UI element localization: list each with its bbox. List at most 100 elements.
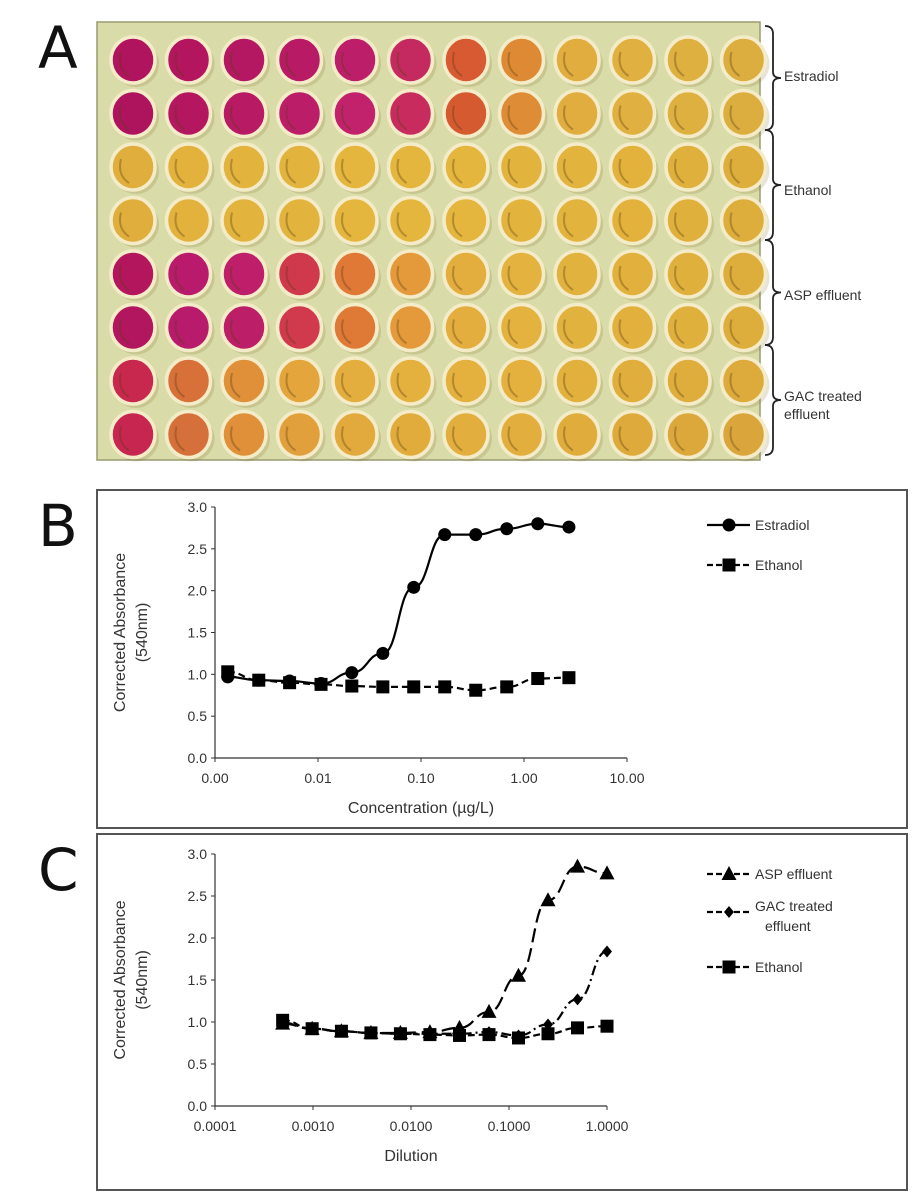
data-point-estradiol xyxy=(252,673,266,687)
well xyxy=(497,302,546,353)
well xyxy=(109,249,157,299)
well xyxy=(553,249,601,299)
data-point-ethanol xyxy=(562,671,576,685)
x-axis-label: Dilution xyxy=(384,1148,437,1165)
y-axis-label-line2: (540nm) xyxy=(134,603,151,663)
legend-marker xyxy=(721,866,737,880)
data-point-ethanol xyxy=(407,680,421,694)
well-meniscus xyxy=(507,319,519,345)
well-meniscus xyxy=(452,105,463,131)
well-meniscus xyxy=(285,265,297,291)
series-line-estradiol xyxy=(227,522,569,685)
well-meniscus xyxy=(507,51,519,77)
well-meniscus xyxy=(674,372,685,398)
well-meniscus xyxy=(563,265,574,291)
well xyxy=(442,88,490,139)
data-point-ethanol xyxy=(305,1022,319,1036)
well-meniscus xyxy=(174,105,186,131)
data-point-ethanol xyxy=(252,673,266,687)
well xyxy=(331,249,379,299)
panel-label-b: B xyxy=(38,492,78,560)
well-meniscus xyxy=(285,319,297,345)
well xyxy=(664,88,712,139)
well-meniscus xyxy=(285,212,297,238)
well-meniscus xyxy=(396,158,408,184)
legend-marker xyxy=(722,518,736,532)
x-tick-label: 1.00 xyxy=(510,770,537,786)
well-meniscus xyxy=(230,212,241,238)
well-meniscus xyxy=(452,372,463,398)
well-meniscus xyxy=(341,158,352,184)
data-point-estradiol xyxy=(376,646,390,660)
data-point-estradiol xyxy=(500,522,514,536)
well xyxy=(386,142,435,192)
well xyxy=(664,195,712,246)
well xyxy=(608,142,657,192)
well-meniscus xyxy=(174,319,186,345)
y-axis-label-line1: Corrected Absorbance xyxy=(112,553,129,712)
well-meniscus xyxy=(674,319,685,345)
data-point-ethanol xyxy=(600,1019,614,1033)
well xyxy=(497,249,546,299)
well xyxy=(719,35,768,85)
y-tick-label: 0.5 xyxy=(188,1056,208,1072)
group-label-gac-effluent: GAC treated effluent xyxy=(784,387,862,423)
legend-marker xyxy=(724,906,734,918)
data-point-estradiol xyxy=(438,528,452,542)
well xyxy=(608,302,657,353)
well xyxy=(331,88,379,139)
series-line-asp-effluent xyxy=(282,865,608,1035)
y-tick-label: 3.0 xyxy=(188,846,208,862)
well-meniscus xyxy=(230,372,241,398)
well-meniscus xyxy=(396,319,408,345)
data-point-asp-effluent xyxy=(510,967,526,982)
data-point-estradiol xyxy=(407,580,421,594)
well-meniscus xyxy=(174,265,186,291)
well xyxy=(275,142,324,192)
well xyxy=(220,88,268,139)
well xyxy=(164,35,213,85)
data-point-asp-effluent xyxy=(599,865,615,880)
data-point-asp-effluent xyxy=(333,1023,349,1038)
well-meniscus xyxy=(729,105,741,131)
well xyxy=(331,409,379,460)
data-point-estradiol xyxy=(314,677,328,691)
panel-label-c: C xyxy=(38,836,79,904)
legend-label: GAC treated xyxy=(755,898,833,914)
well-meniscus xyxy=(618,319,630,345)
legend-label: Ethanol xyxy=(755,557,802,573)
well xyxy=(275,356,324,406)
y-tick-label: 1.0 xyxy=(188,666,208,682)
well xyxy=(442,195,490,246)
well-meniscus xyxy=(341,212,352,238)
data-point-ethanol xyxy=(393,1027,407,1041)
well xyxy=(386,88,435,139)
well xyxy=(719,249,768,299)
well-meniscus xyxy=(341,105,352,131)
y-tick-label: 2.0 xyxy=(188,930,208,946)
well xyxy=(386,302,435,353)
well-meniscus xyxy=(729,265,741,291)
well xyxy=(275,195,324,246)
well xyxy=(275,409,324,460)
data-point-estradiol xyxy=(562,520,576,534)
well-meniscus xyxy=(452,158,463,184)
data-point-ethanol xyxy=(511,1031,525,1045)
well xyxy=(220,249,268,299)
well-meniscus xyxy=(230,51,241,77)
data-point-ethanol xyxy=(283,676,297,690)
y-tick-label: 0.0 xyxy=(188,750,208,766)
data-point-gac-treated-effluent xyxy=(365,1026,376,1039)
well xyxy=(497,195,546,246)
data-point-asp-effluent xyxy=(540,892,556,907)
well xyxy=(719,356,768,406)
y-tick-label: 2.0 xyxy=(188,583,208,599)
well-meniscus xyxy=(729,158,741,184)
x-tick-label: 0.0100 xyxy=(390,1118,433,1134)
data-point-gac-treated-effluent xyxy=(424,1027,435,1040)
well xyxy=(386,249,435,299)
well xyxy=(553,409,601,460)
well-meniscus xyxy=(119,158,130,184)
well-meniscus xyxy=(230,426,241,452)
well-meniscus xyxy=(452,51,463,77)
